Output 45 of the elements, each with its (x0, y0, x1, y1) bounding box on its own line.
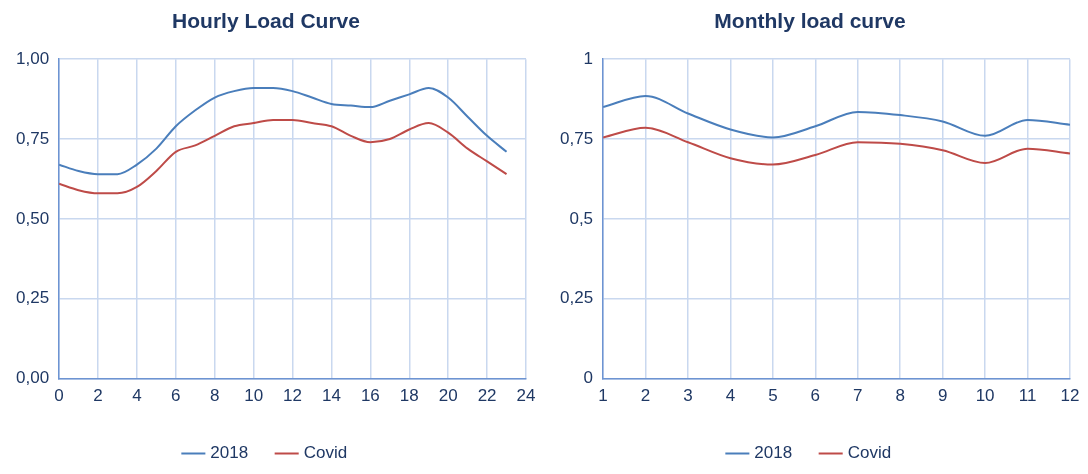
x-tick-label: 9 (937, 386, 948, 406)
x-tick-label: 4 (132, 386, 142, 406)
y-tick-label: 0,00 (15, 368, 50, 388)
x-tick-label: 6 (171, 386, 181, 406)
legend-label: Covid (303, 443, 348, 463)
x-tick-label: 16 (360, 386, 380, 406)
x-tick-label: 12 (283, 386, 302, 406)
x-tick-label: 22 (477, 386, 497, 406)
x-tick-label: 2 (640, 386, 651, 406)
x-tick-label: 10 (975, 386, 995, 406)
legend-label: Covid (847, 443, 892, 463)
y-tick-label: 0,75 (15, 128, 50, 148)
x-tick-label: 8 (895, 386, 905, 406)
y-tick-label: 0,75 (559, 128, 594, 148)
y-tick-label: 0,25 (559, 288, 594, 308)
x-tick-label: 24 (516, 386, 536, 406)
line-series (59, 86, 508, 176)
x-tick-label: 4 (725, 386, 736, 406)
y-tick-label: 0,5 (569, 208, 594, 228)
line-series (603, 94, 1070, 139)
y-tick-label: 0,25 (15, 288, 50, 308)
chart-title: Monthly load curve (714, 9, 906, 33)
x-tick-label: 6 (810, 386, 821, 406)
y-tick-label: 0,50 (15, 208, 50, 228)
x-tick-label: 11 (1018, 386, 1037, 406)
x-tick-label: 20 (438, 386, 458, 406)
chart-title: Hourly Load Curve (172, 9, 360, 33)
x-tick-label: 1 (598, 386, 608, 406)
y-tick-label: 1 (583, 48, 594, 68)
line-series (59, 118, 508, 195)
x-tick-label: 14 (321, 386, 341, 406)
x-tick-label: 0 (54, 386, 64, 406)
x-tick-label: 5 (768, 386, 778, 406)
x-tick-label: 2 (93, 386, 103, 406)
x-tick-label: 7 (853, 386, 863, 406)
legend-label: 2018 (210, 443, 249, 463)
y-tick-label: 0 (583, 368, 594, 388)
x-tick-label: 3 (683, 386, 693, 406)
line-series (603, 126, 1070, 166)
x-tick-label: 18 (399, 386, 419, 406)
y-tick-label: 1,00 (15, 48, 50, 68)
x-tick-label: 12 (1060, 386, 1080, 406)
legend-label: 2018 (754, 443, 793, 463)
x-tick-label: 10 (244, 386, 264, 406)
x-tick-label: 8 (209, 386, 220, 406)
